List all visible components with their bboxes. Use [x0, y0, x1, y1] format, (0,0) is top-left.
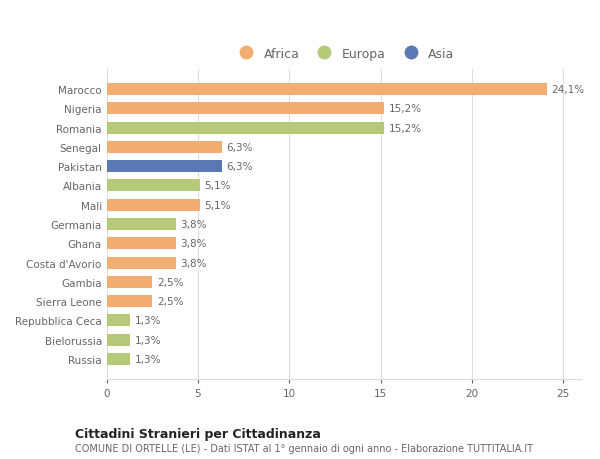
Text: 1,3%: 1,3% [135, 316, 161, 325]
Text: 3,8%: 3,8% [181, 258, 207, 268]
Bar [107, 353, 130, 365]
Text: 1,3%: 1,3% [135, 335, 161, 345]
Bar [107, 334, 130, 346]
Bar [107, 141, 221, 153]
Text: 15,2%: 15,2% [389, 104, 422, 114]
Bar [107, 123, 384, 134]
Bar [107, 199, 200, 211]
Text: 3,8%: 3,8% [181, 219, 207, 230]
Bar [107, 257, 176, 269]
Text: 6,3%: 6,3% [226, 143, 253, 152]
Text: 3,8%: 3,8% [181, 239, 207, 249]
Text: 2,5%: 2,5% [157, 297, 184, 307]
Text: 5,1%: 5,1% [205, 181, 231, 191]
Bar [107, 84, 547, 96]
Text: 15,2%: 15,2% [389, 123, 422, 133]
Text: Cittadini Stranieri per Cittadinanza: Cittadini Stranieri per Cittadinanza [75, 427, 321, 440]
Text: 1,3%: 1,3% [135, 354, 161, 364]
Text: COMUNE DI ORTELLE (LE) - Dati ISTAT al 1° gennaio di ogni anno - Elaborazione TU: COMUNE DI ORTELLE (LE) - Dati ISTAT al 1… [75, 443, 533, 453]
Bar [107, 218, 176, 230]
Bar [107, 103, 384, 115]
Text: 5,1%: 5,1% [205, 200, 231, 210]
Bar [107, 296, 152, 308]
Bar [107, 180, 200, 192]
Text: 2,5%: 2,5% [157, 277, 184, 287]
Bar [107, 315, 130, 327]
Text: 6,3%: 6,3% [226, 162, 253, 172]
Legend: Africa, Europa, Asia: Africa, Europa, Asia [233, 48, 454, 61]
Bar [107, 161, 221, 173]
Bar [107, 276, 152, 288]
Bar [107, 238, 176, 250]
Text: 24,1%: 24,1% [551, 85, 584, 95]
